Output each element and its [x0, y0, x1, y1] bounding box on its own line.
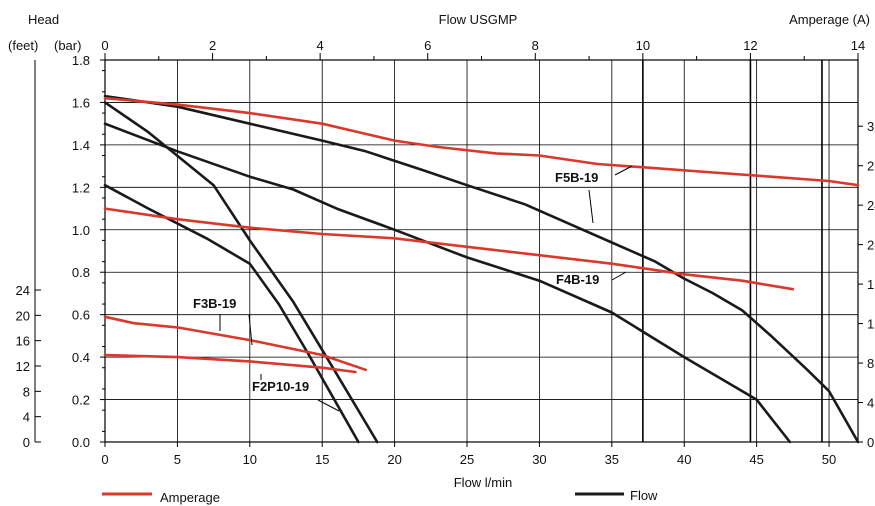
- feet-tick-label: 0: [23, 435, 30, 450]
- amp-tick-label: 8: [867, 356, 874, 371]
- x-tick-label: 40: [677, 452, 691, 467]
- amp-tick-label: 0: [867, 435, 874, 450]
- bar-unit-label: (bar): [54, 38, 81, 53]
- bar-tick-label: 1.4: [72, 138, 90, 153]
- top-tick-label: 4: [317, 38, 324, 53]
- curve-label-leader: [588, 189, 594, 224]
- curve-label-leader: [614, 165, 633, 176]
- amp-tick-label: 4: [867, 396, 874, 411]
- legend-flow-label: Flow: [630, 488, 658, 503]
- feet-tick-label: 12: [16, 359, 30, 374]
- flow-curve-f3b-19: [103, 101, 379, 444]
- x-axis-lmin: 0 5 10 15 20 25 30 35 40 45 50: [101, 442, 836, 467]
- feet-tick-label: 16: [16, 334, 30, 349]
- legend: Amperage Flow: [102, 488, 658, 505]
- x-tick-label: 0: [101, 452, 108, 467]
- amperage-curve-f3b-19-amperage: [103, 315, 367, 372]
- top-tick-label: 12: [743, 38, 757, 53]
- head-header: Head: [28, 12, 59, 27]
- curve-label-f5b-19: F5B-19: [555, 170, 598, 185]
- top-tick-label: 6: [424, 38, 431, 53]
- bar-tick-label: 1.8: [72, 53, 90, 68]
- flow-curve-f2p10-19: [103, 183, 360, 444]
- bar-tick-label: 0.0: [72, 435, 90, 450]
- top-tick-label: 0: [101, 38, 108, 53]
- feet-unit-label: (feet): [8, 38, 38, 53]
- x-axis-usgpm: 0 2 4 6 8 10 12 14: [101, 38, 865, 60]
- amperage-curve-f5b-19-amperage: [103, 96, 860, 187]
- bottom-axis-title: Flow l/min: [454, 475, 513, 490]
- x-tick-label: 35: [605, 452, 619, 467]
- amp-tick-label: 24: [867, 198, 875, 213]
- curve-label-leader: [611, 271, 627, 281]
- x-tick-label: 20: [387, 452, 401, 467]
- feet-tick-label: 20: [16, 308, 30, 323]
- feet-tick-label: 4: [23, 410, 30, 425]
- feet-tick-label: 24: [16, 283, 30, 298]
- y-axis-amperage: 0 4 8 12 16 20 24 28 32: [858, 119, 875, 450]
- amp-tick-label: 16: [867, 277, 875, 292]
- curve-label-f2p10-19: F2P10-19: [252, 379, 309, 394]
- amperage-curve-f4b-19-amperage: [103, 207, 795, 291]
- right-axis-title: Amperage (A): [789, 12, 870, 27]
- flow-curve-f5b-19: [103, 94, 860, 444]
- bar-tick-label: 0.2: [72, 393, 90, 408]
- bar-tick-label: 1.6: [72, 95, 90, 110]
- top-tick-label: 2: [209, 38, 216, 53]
- top-tick-label: 14: [851, 38, 865, 53]
- curve-label-leader: [317, 399, 340, 412]
- y-axis-feet: 0 4 8 12 16 20 24: [16, 60, 41, 450]
- bar-tick-label: 0.4: [72, 350, 90, 365]
- amp-tick-label: 20: [867, 238, 875, 253]
- series-layer: [103, 94, 860, 444]
- x-tick-label: 10: [243, 452, 257, 467]
- y-axis-bar: 0.0 0.2 0.4 0.6 0.8 1.0 1.2 1.4 1.6 1.8: [72, 53, 105, 450]
- bar-tick-label: 1.0: [72, 223, 90, 238]
- amperage-curve-f2p10-19-amperage: [103, 353, 357, 374]
- x-tick-label: 15: [315, 452, 329, 467]
- top-tick-label: 10: [636, 38, 650, 53]
- curve-labels: F5B-19 F4B-19 F3B-19 F2P10-19: [193, 165, 633, 412]
- x-tick-label: 45: [749, 452, 763, 467]
- x-tick-label: 5: [174, 452, 181, 467]
- top-tick-label: 8: [532, 38, 539, 53]
- bar-tick-label: 0.8: [72, 265, 90, 280]
- amp-tick-label: 28: [867, 159, 875, 174]
- x-tick-label: 30: [532, 452, 546, 467]
- amp-tick-label: 32: [867, 119, 875, 134]
- x-tick-label: 50: [822, 452, 836, 467]
- amp-tick-label: 12: [867, 317, 875, 332]
- curve-label-leader: [248, 314, 253, 346]
- bar-tick-label: 1.2: [72, 180, 90, 195]
- grid: [104, 59, 858, 443]
- bar-tick-label: 0.6: [72, 308, 90, 323]
- legend-amperage-label: Amperage: [160, 490, 220, 505]
- curve-label-f4b-19: F4B-19: [556, 272, 599, 287]
- curve-label-f3b-19: F3B-19: [193, 296, 236, 311]
- top-axis-title: Flow USGMP: [439, 12, 518, 27]
- feet-tick-label: 8: [23, 384, 30, 399]
- x-tick-label: 25: [460, 452, 474, 467]
